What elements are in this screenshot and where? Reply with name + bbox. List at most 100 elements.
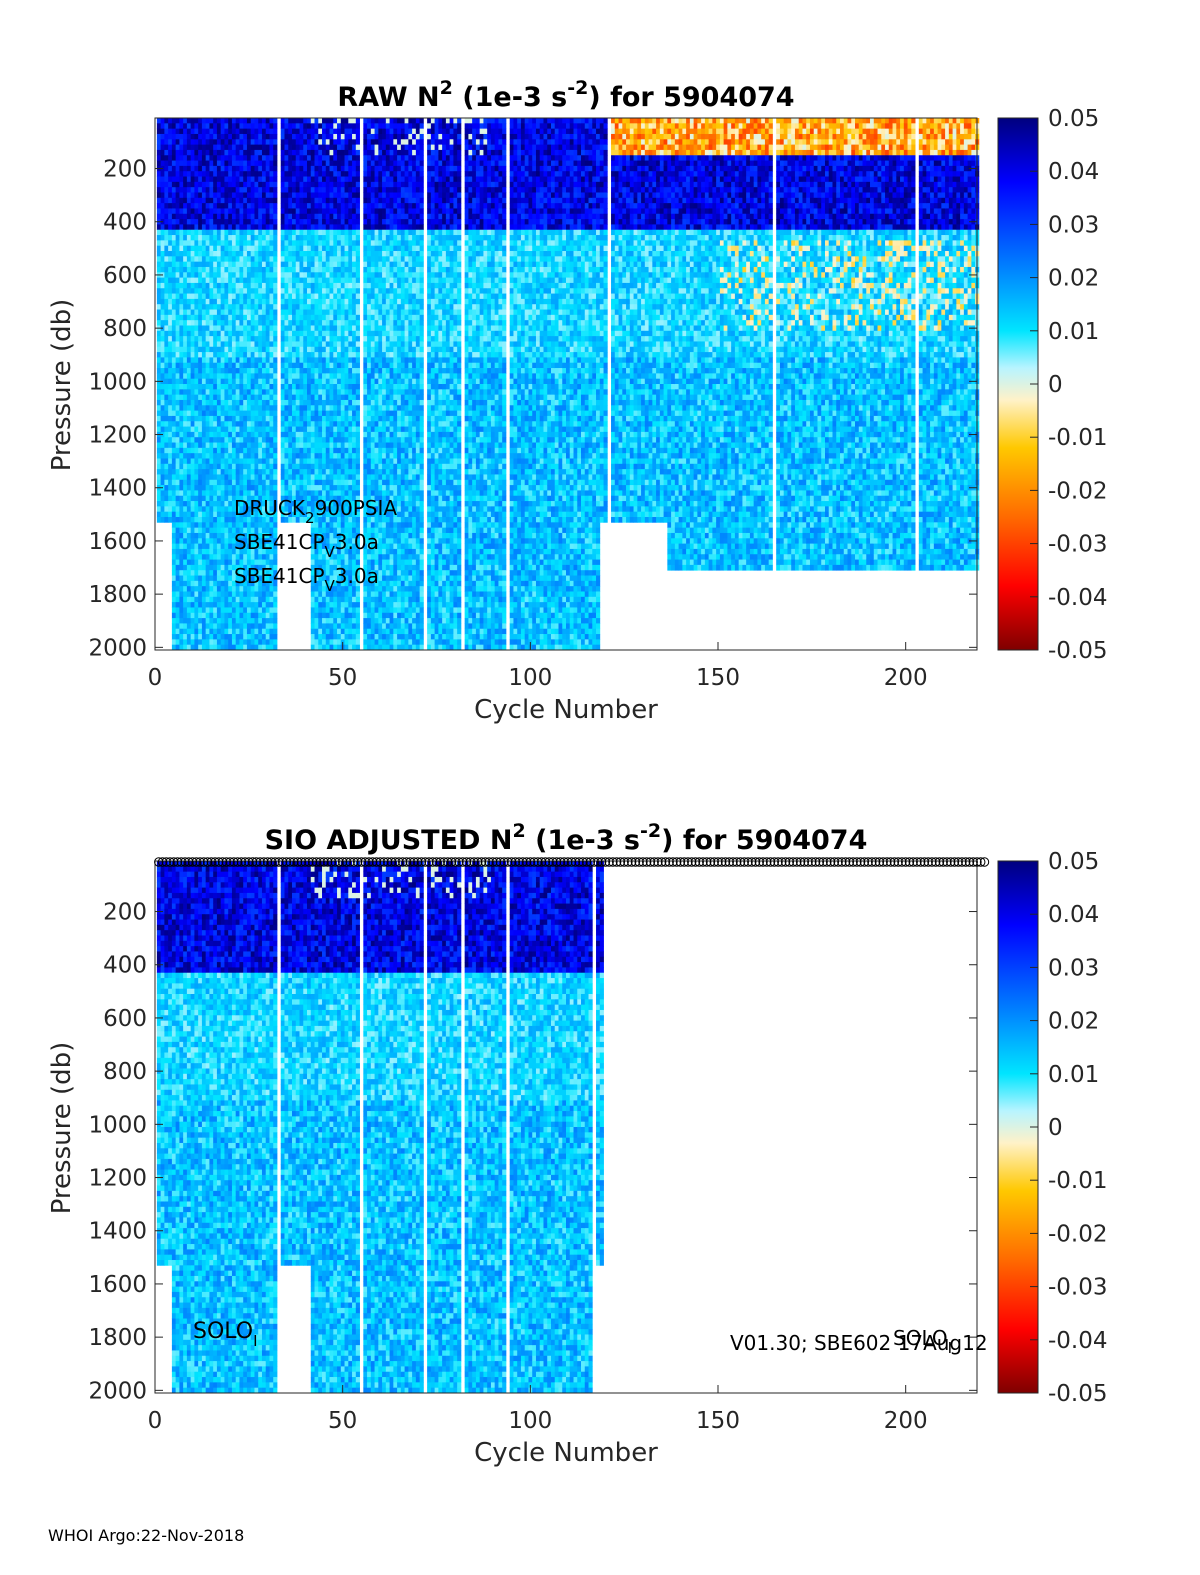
heatmap-cell — [318, 378, 323, 385]
heatmap-cell — [292, 410, 297, 417]
heatmap-cell — [280, 426, 285, 433]
heatmap-cell — [186, 644, 192, 651]
heatmap-cell — [273, 245, 278, 252]
heatmap-cell — [348, 570, 353, 576]
heatmap-cell — [228, 580, 233, 587]
heatmap-cell — [288, 304, 293, 310]
heatmap-cell — [175, 309, 180, 316]
heatmap-cell — [190, 176, 195, 183]
heatmap-cell — [310, 554, 315, 560]
heatmap-cell — [250, 405, 255, 411]
heatmap-cell — [224, 266, 229, 273]
heatmap-cell — [224, 341, 229, 348]
heatmap-cell — [337, 431, 342, 438]
heatmap-cell — [171, 208, 177, 215]
heatmap-cell — [209, 410, 214, 417]
heatmap-cell — [198, 431, 203, 438]
heatmap-cell — [216, 368, 222, 374]
heatmap-cell — [243, 384, 248, 390]
heatmap-cell — [273, 155, 278, 161]
heatmap-cell — [213, 532, 218, 539]
heatmap-cell — [190, 378, 195, 385]
heatmap-cell — [288, 197, 293, 204]
heatmap-cell — [186, 634, 192, 640]
heatmap-cell — [228, 495, 233, 502]
heatmap-cell — [231, 394, 237, 401]
heatmap-cell — [355, 277, 360, 284]
heatmap-cell — [258, 490, 263, 497]
heatmap-cell — [156, 144, 162, 151]
heatmap-column — [175, 118, 180, 651]
heatmap-cell — [337, 426, 342, 433]
heatmap-cell — [337, 527, 342, 534]
heatmap-column — [209, 118, 214, 651]
heatmap-cell — [231, 378, 237, 385]
heatmap-cell — [228, 298, 233, 305]
heatmap-cell — [273, 559, 278, 566]
heatmap-cell — [299, 181, 304, 188]
heatmap-cell — [175, 288, 180, 294]
heatmap-cell — [318, 559, 323, 566]
heatmap-cell — [228, 139, 233, 145]
heatmap-cell — [160, 357, 165, 364]
heatmap-cell — [340, 543, 345, 550]
heatmap-cell — [175, 437, 180, 443]
heatmap-cell — [322, 469, 327, 475]
heatmap-cell — [250, 149, 255, 156]
heatmap-cell — [160, 133, 165, 140]
heatmap-cell — [329, 405, 334, 411]
heatmap-cell — [175, 330, 180, 337]
heatmap-cell — [156, 426, 162, 433]
heatmap-cell — [333, 623, 338, 630]
heatmap-cell — [303, 384, 308, 390]
heatmap-cell — [254, 245, 259, 252]
heatmap-cell — [186, 543, 192, 550]
heatmap-cell — [179, 580, 184, 587]
heatmap-cell — [175, 245, 180, 252]
heatmap-column — [228, 118, 233, 651]
heatmap-cell — [254, 330, 259, 337]
heatmap-cell — [186, 368, 192, 374]
heatmap-cell — [265, 139, 270, 145]
heatmap-cell — [224, 325, 229, 332]
heatmap-cell — [269, 293, 274, 300]
heatmap-cell — [235, 384, 240, 390]
heatmap-cell — [250, 517, 255, 523]
heatmap-cell — [325, 155, 330, 161]
heatmap-cell — [265, 548, 270, 555]
heatmap-cell — [205, 591, 210, 598]
heatmap-cell — [325, 394, 330, 401]
heatmap-cell — [265, 224, 270, 231]
heatmap-cell — [265, 580, 270, 587]
heatmap-cell — [168, 442, 173, 449]
heatmap-cell — [205, 272, 210, 278]
heatmap-cell — [325, 405, 330, 411]
heatmap-cell — [254, 341, 259, 348]
heatmap-cell — [160, 229, 165, 236]
heatmap-cell — [156, 213, 162, 220]
heatmap-cell — [243, 197, 248, 204]
heatmap-cell — [205, 378, 210, 385]
heatmap-cell — [183, 171, 188, 177]
heatmap-cell — [258, 144, 263, 151]
heatmap-cell — [164, 415, 169, 422]
heatmap-cell — [175, 155, 180, 161]
heatmap-cell — [190, 554, 195, 560]
heatmap-cell — [348, 543, 353, 550]
heatmap-cell — [201, 602, 207, 608]
heatmap-cell — [261, 517, 267, 523]
heatmap-cell — [303, 240, 308, 247]
heatmap-cell — [220, 128, 225, 135]
heatmap-cell — [224, 399, 229, 406]
heatmap-cell — [307, 208, 312, 215]
heatmap-cell — [295, 437, 300, 443]
heatmap-cell — [340, 229, 345, 236]
heatmap-cell — [265, 235, 270, 241]
heatmap-cell — [198, 320, 203, 326]
heatmap-cell — [280, 251, 285, 257]
heatmap-cell — [310, 362, 315, 369]
heatmap-cell — [299, 149, 304, 156]
heatmap-cell — [280, 378, 285, 385]
heatmap-cell — [183, 447, 188, 454]
heatmap-cell — [265, 304, 270, 310]
